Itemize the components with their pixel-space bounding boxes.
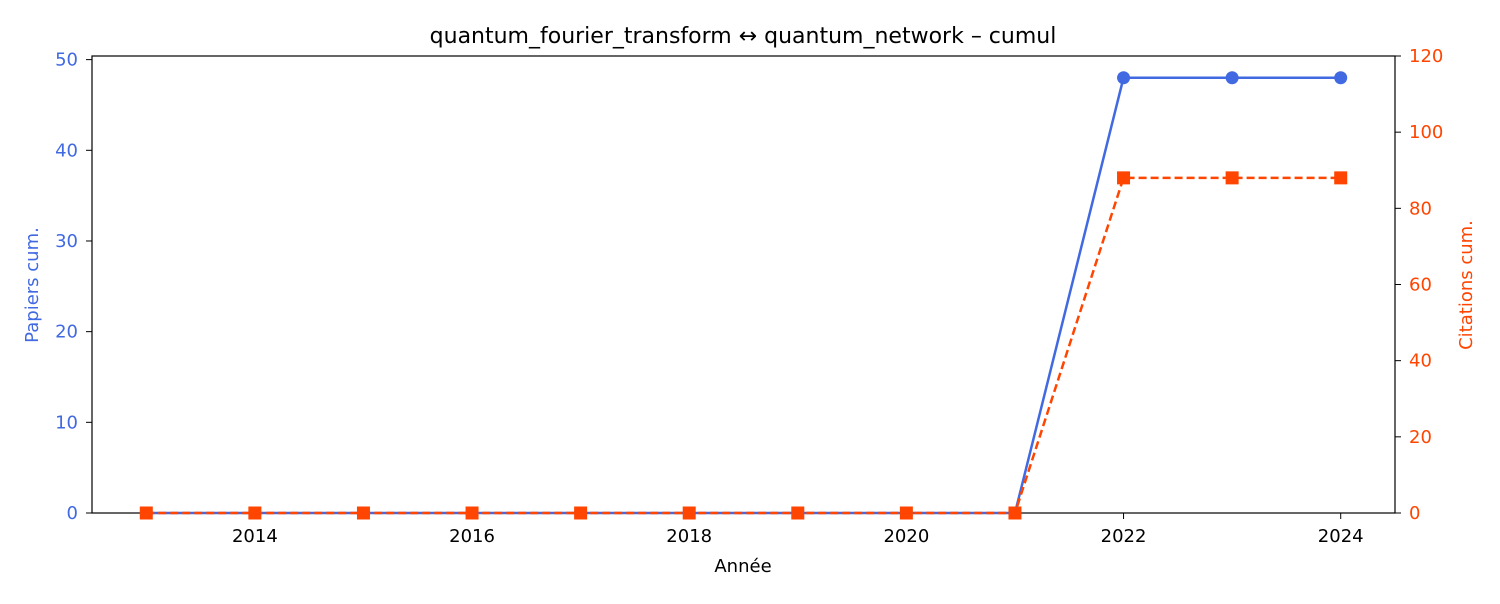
series-1-point bbox=[1008, 506, 1022, 520]
y-axis-right-label: Citations cum. bbox=[1456, 220, 1477, 350]
series-0-point bbox=[1334, 71, 1348, 85]
series-1-point bbox=[1334, 171, 1348, 185]
y-left-tick-label: 30 bbox=[55, 231, 78, 252]
y-right-tick-label: 100 bbox=[1409, 122, 1443, 143]
x-tick-label: 2022 bbox=[1101, 526, 1147, 547]
x-axis-label: Année bbox=[714, 556, 771, 577]
x-tick-label: 2020 bbox=[883, 526, 929, 547]
series-0-point bbox=[1225, 71, 1239, 85]
x-tick-label: 2018 bbox=[666, 526, 712, 547]
series-1-point bbox=[899, 506, 913, 520]
series-1-point bbox=[139, 506, 153, 520]
x-tick-label: 2016 bbox=[449, 526, 495, 547]
series-1-point bbox=[791, 506, 805, 520]
series-0-point bbox=[1117, 71, 1131, 85]
series-1-point bbox=[1117, 171, 1131, 185]
y-left-tick-label: 10 bbox=[55, 412, 78, 433]
series-1-point bbox=[1225, 171, 1239, 185]
plot-frame bbox=[91, 55, 1396, 514]
series-1-point bbox=[574, 506, 588, 520]
y-right-tick-label: 20 bbox=[1409, 427, 1432, 448]
y-left-tick-label: 40 bbox=[55, 140, 78, 161]
y-left-tick-label: 20 bbox=[55, 322, 78, 343]
y-right-tick-label: 60 bbox=[1409, 275, 1432, 296]
series-1-point bbox=[248, 506, 262, 520]
y-right-tick-label: 80 bbox=[1409, 198, 1432, 219]
plot-area: 2014 2016 2018 2020 2022 2024 0 10 20 30 40 50 0 20 40… bbox=[55, 46, 1443, 547]
x-tick-label: 2014 bbox=[232, 526, 278, 547]
y-axis-left-label: Papiers cum. bbox=[22, 227, 43, 343]
chart-title: quantum_fourier_transform ↔ quantum_netw… bbox=[430, 24, 1057, 49]
series-1-line bbox=[146, 176, 1341, 515]
series-1-point bbox=[682, 506, 696, 520]
y-right-tick-label: 40 bbox=[1409, 351, 1432, 372]
series-1-point bbox=[465, 506, 479, 520]
y-right-tick-label: 0 bbox=[1409, 503, 1420, 524]
series-0-line bbox=[146, 76, 1341, 515]
series-1-point bbox=[356, 506, 370, 520]
y-right-tick-label: 120 bbox=[1409, 46, 1443, 67]
y-left-tick-label: 50 bbox=[55, 50, 78, 71]
y-left-tick-label: 0 bbox=[67, 503, 78, 524]
x-tick-label: 2024 bbox=[1318, 526, 1364, 547]
